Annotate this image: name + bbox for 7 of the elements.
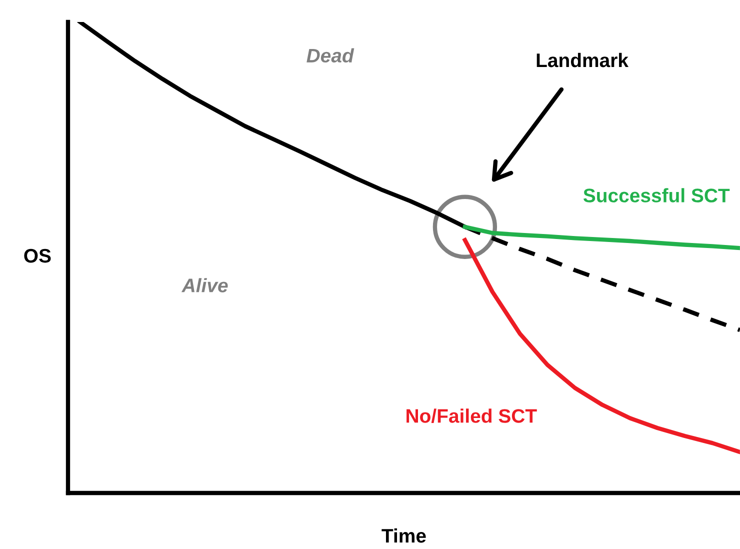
x-axis-title: Time	[382, 528, 426, 543]
series-label: Successful SCT	[583, 188, 730, 202]
annotation: Landmark	[536, 52, 629, 68]
annotation: Alive	[181, 278, 228, 292]
y-axis-title: OS	[24, 248, 51, 263]
text: No/Failed SCT	[406, 408, 537, 424]
annotation: Dead	[306, 48, 354, 63]
